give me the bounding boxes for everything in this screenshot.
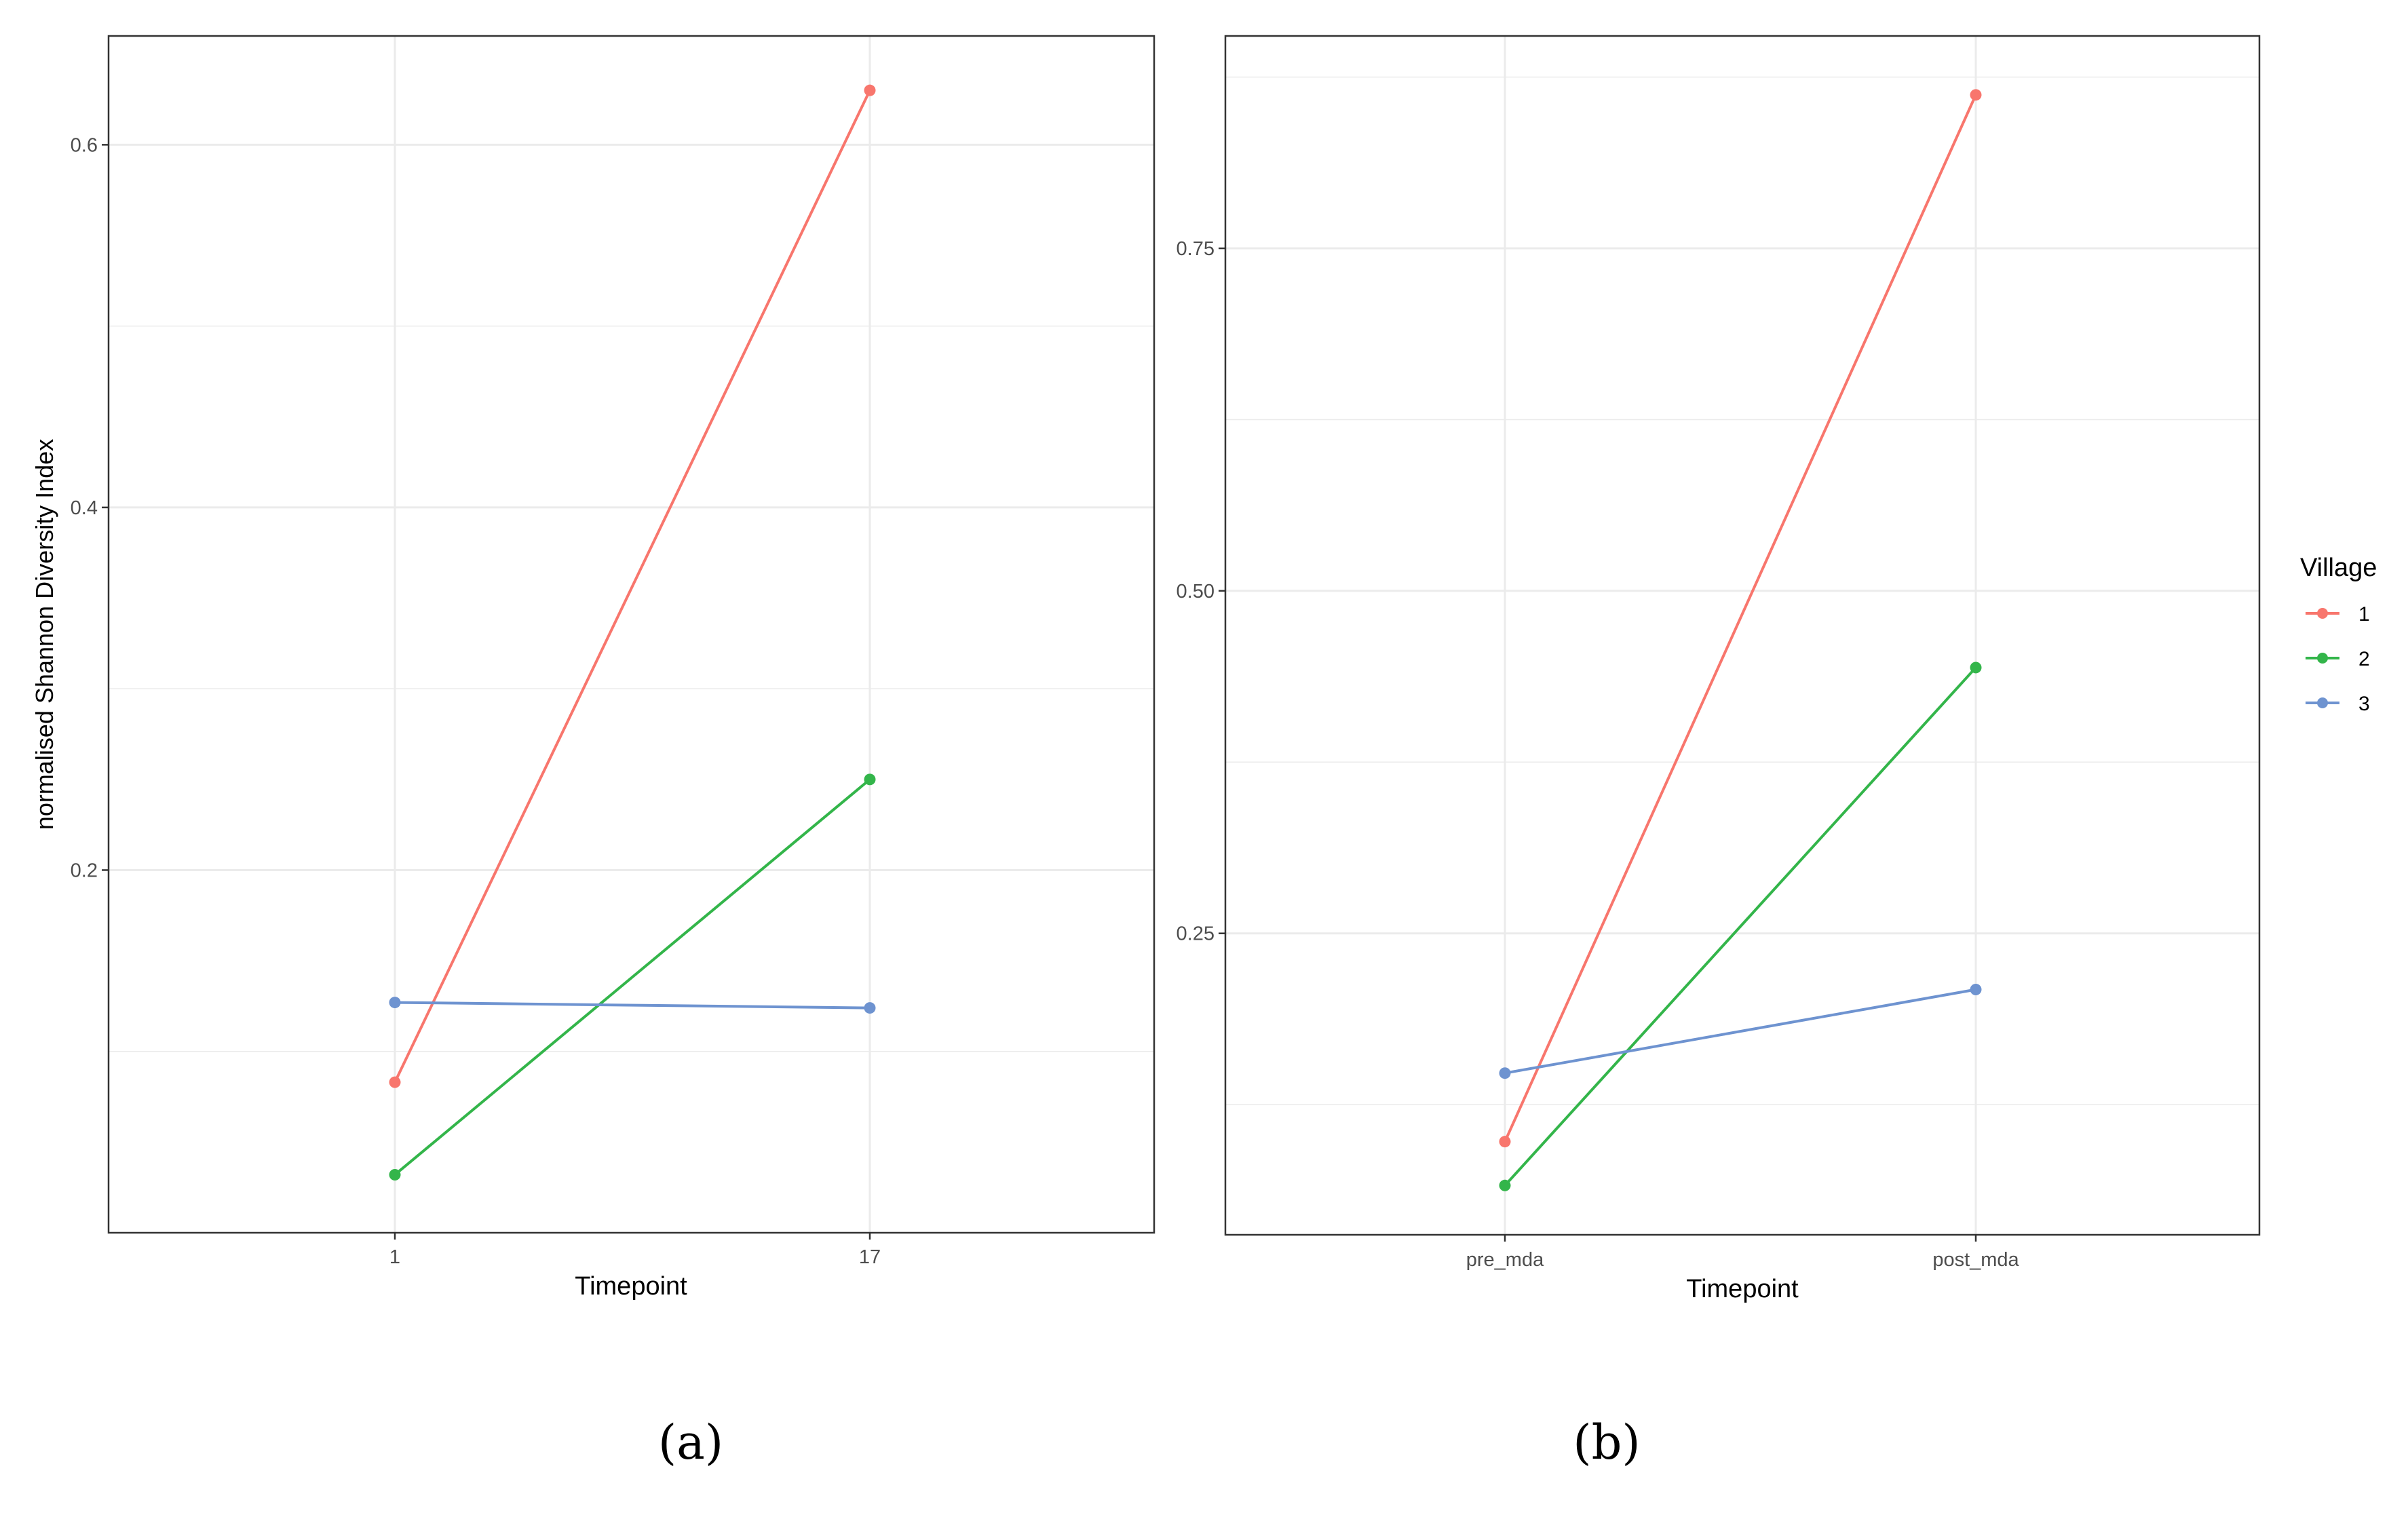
series-line-village-2 [394,778,871,1176]
x-axis-title-a: Timepoint [575,1272,687,1301]
data-point-village-3 [1499,1067,1511,1079]
series-line-village-1 [1504,94,1977,1143]
data-point-village-3 [1970,984,1982,996]
y-ticks-b: 0.25 0.50 0.75 [1177,238,1225,945]
data-point-village-3 [389,997,401,1009]
legend-label: 3 [2358,693,2370,715]
x-ticks-b: pre_mda post_mda [1466,1235,2020,1271]
gridlines-b [1225,36,2259,1235]
y-tick-label: 0.6 [71,134,98,156]
data-point-village-3 [864,1002,876,1014]
series-line-village-1 [394,90,871,1083]
data-point-village-1 [864,84,876,96]
legend-item-village-3: 3 [2306,693,2370,715]
y-tick-label: 0.75 [1177,238,1215,260]
gridlines-a [109,36,1154,1233]
series-b [1499,89,1982,1191]
data-point-village-2 [1499,1179,1511,1191]
legend-items: 1 2 3 [2306,603,2370,715]
series-line-village-3 [394,1001,871,1010]
chart-panel-a: 0.2 0.4 0.6 1 17 Timepoint normalised Shann… [31,35,1155,1470]
y-axis-title-a: normalised Shannon Diversity Index [31,439,58,830]
x-tick-label: 1 [389,1246,400,1268]
x-axis-title-b: Timepoint [1686,1275,1799,1303]
legend-item-village-1: 1 [2306,603,2370,626]
data-point-village-2 [1970,661,1982,674]
x-ticks-a: 1 17 [389,1233,881,1268]
x-tick-label: post_mda [1932,1249,2019,1271]
legend-title: Village [2300,554,2377,582]
y-tick-label: 0.50 [1177,581,1215,602]
legend-label: 2 [2358,648,2370,670]
legend: Village 1 2 3 [2300,554,2377,715]
panel-border-b [1224,35,2261,1236]
caption-b: (b) [1573,1415,1640,1470]
y-tick-label: 0.25 [1177,923,1215,945]
y-tick-label: 0.4 [71,497,98,519]
series-a [389,84,876,1181]
data-point-village-2 [389,1168,401,1181]
series-line-village-3 [1504,988,1976,1075]
panel-border-a [107,35,1155,1234]
legend-key-point [2317,697,2328,708]
x-tick-label: pre_mda [1466,1249,1544,1271]
data-point-village-2 [864,773,876,786]
legend-item-village-2: 2 [2306,648,2370,670]
series-line-village-2 [1504,666,1977,1187]
data-point-village-1 [389,1076,401,1088]
data-point-village-1 [1970,89,1982,101]
legend-key-point [2317,608,2328,619]
x-tick-label: 17 [859,1246,881,1268]
y-tick-label: 0.2 [71,860,98,881]
y-ticks-a: 0.2 0.4 0.6 [71,134,109,881]
chart-panel-b: 0.25 0.50 0.75 pre_mda post_mda Timepoint (… [1177,35,2261,1470]
data-point-village-1 [1499,1136,1511,1148]
legend-key-point [2317,653,2328,664]
legend-label: 1 [2358,603,2370,626]
caption-a: (a) [658,1415,723,1470]
